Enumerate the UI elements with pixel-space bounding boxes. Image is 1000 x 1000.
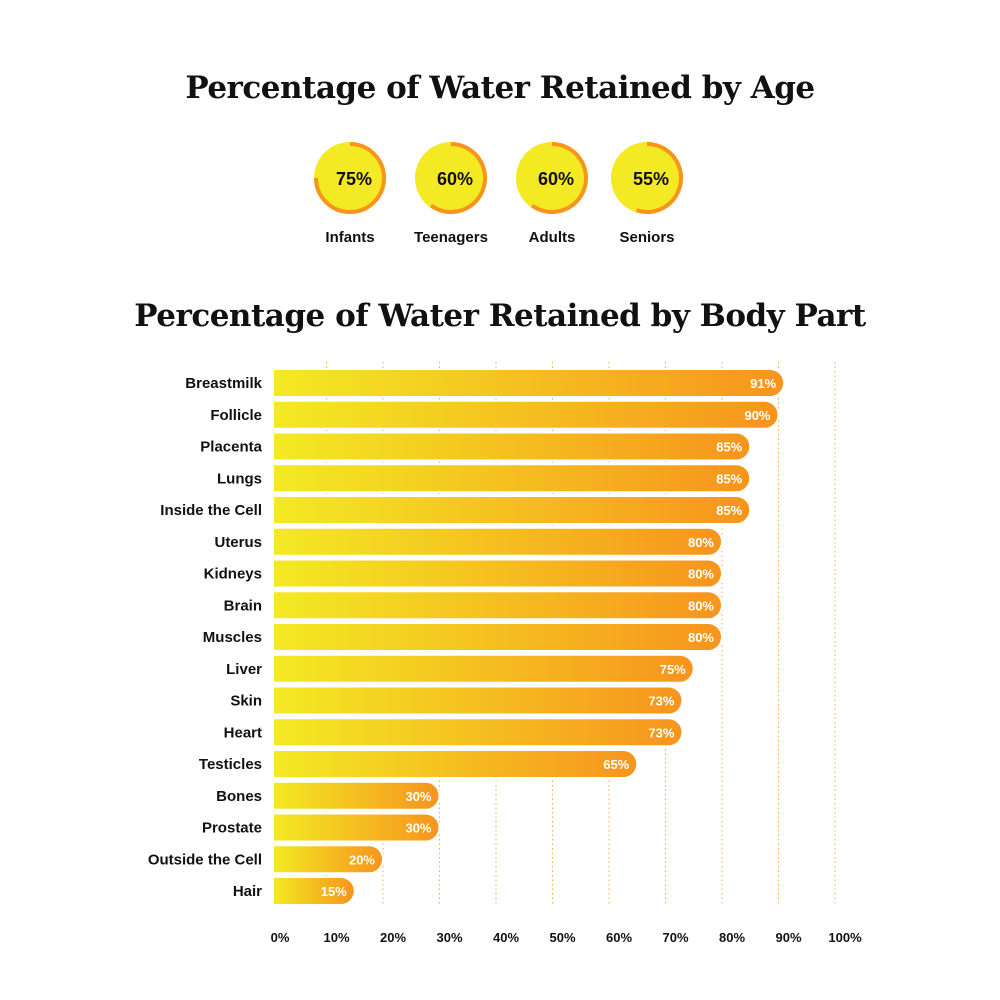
bar	[272, 558, 723, 589]
bar-category-label: Breastmilk	[185, 375, 262, 392]
x-tick-label: 40%	[493, 930, 519, 945]
bar	[272, 685, 684, 716]
bar	[272, 812, 441, 843]
bar	[272, 780, 441, 811]
bar-category-label: Outside the Cell	[148, 851, 262, 868]
gauge-value-label: 55%	[633, 169, 669, 189]
bar	[272, 495, 752, 525]
x-tick-label: 80%	[719, 930, 745, 945]
x-tick-label: 60%	[606, 930, 632, 945]
x-tick-label: 30%	[436, 930, 462, 945]
age-chart-title: Percentage of Water Retained by Age	[185, 70, 815, 106]
gauge-arc	[635, 142, 683, 214]
bar	[272, 844, 384, 875]
gauge-circle	[516, 142, 588, 214]
x-tick-label: 50%	[549, 930, 575, 945]
x-tick-label: 0%	[271, 930, 290, 945]
gauge-value-label: 75%	[336, 169, 372, 189]
x-tick-label: 90%	[775, 930, 801, 945]
gauge-circle	[314, 142, 386, 214]
bar-category-label: Lungs	[217, 470, 262, 487]
bar	[272, 749, 639, 779]
bar	[272, 463, 752, 494]
x-tick-label: 20%	[380, 930, 406, 945]
bar-value-label: 80%	[688, 598, 714, 613]
gauge-category-label: Teenagers	[414, 229, 488, 246]
bar-value-label: 85%	[716, 440, 742, 455]
bar-value-label: 30%	[405, 789, 431, 804]
gauge-circle	[415, 142, 487, 214]
bar-category-label: Hair	[233, 883, 262, 900]
bar-value-label: 80%	[688, 630, 714, 645]
bar-value-label: 85%	[716, 503, 742, 518]
gauge-arc	[530, 142, 588, 214]
gauge-category-label: Adults	[529, 229, 576, 246]
bar-category-label: Skin	[230, 693, 262, 710]
bar-category-label: Follicle	[210, 407, 262, 424]
bar-category-label: Liver	[226, 661, 262, 678]
bar-category-label: Placenta	[200, 439, 262, 456]
bar	[272, 526, 723, 557]
gauge-circle	[611, 142, 683, 214]
bar-category-label: Kidneys	[204, 566, 262, 583]
bar-value-label: 65%	[603, 757, 629, 772]
bar-value-label: 90%	[744, 408, 770, 423]
bar-value-label: 73%	[648, 694, 674, 709]
bar	[272, 368, 786, 398]
bar-category-label: Heart	[224, 724, 262, 741]
bar-category-label: Prostate	[202, 820, 262, 837]
bar-category-label: Uterus	[214, 534, 262, 551]
x-tick-label: 10%	[323, 930, 349, 945]
gauge-category-label: Infants	[325, 229, 374, 246]
bar-category-label: Inside the Cell	[160, 502, 262, 519]
bar	[272, 399, 780, 430]
x-tick-label: 70%	[662, 930, 688, 945]
bar-value-label: 80%	[688, 567, 714, 582]
bar	[272, 876, 356, 906]
bar	[272, 590, 723, 621]
bar	[272, 622, 723, 652]
bar-category-label: Muscles	[203, 629, 262, 646]
bar-value-label: 75%	[660, 662, 686, 677]
bar	[272, 717, 684, 748]
gauge-category-label: Seniors	[619, 229, 674, 246]
gauge-arc	[429, 142, 487, 214]
bar-value-label: 30%	[405, 821, 431, 836]
bar-value-label: 80%	[688, 535, 714, 550]
bar-value-label: 20%	[349, 852, 375, 867]
gauge-arc	[314, 142, 386, 214]
bar	[272, 653, 695, 684]
bar-value-label: 91%	[750, 376, 776, 391]
body-part-chart-title: Percentage of Water Retained by Body Par…	[134, 298, 866, 334]
gauge-value-label: 60%	[437, 169, 473, 189]
bar-category-label: Testicles	[199, 756, 262, 773]
gauge-value-label: 60%	[538, 169, 574, 189]
bar	[272, 431, 752, 462]
bar-category-label: Brain	[224, 597, 262, 614]
bar-value-label: 85%	[716, 471, 742, 486]
bar-category-label: Bones	[216, 788, 262, 805]
x-tick-label: 100%	[828, 930, 862, 945]
bar-value-label: 15%	[321, 884, 347, 899]
bar-value-label: 73%	[648, 725, 674, 740]
